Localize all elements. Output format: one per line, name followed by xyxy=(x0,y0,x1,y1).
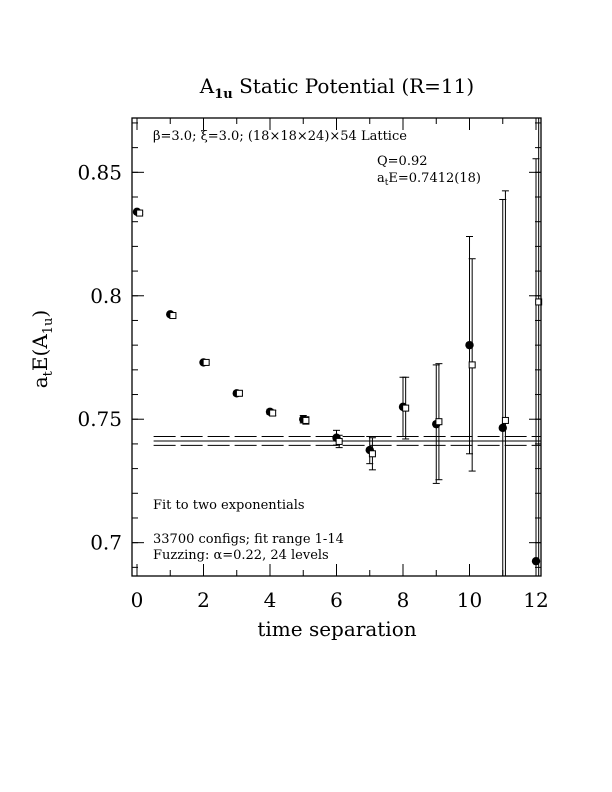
data-point-square xyxy=(535,298,543,306)
fit-lines xyxy=(153,436,541,446)
data-point-square xyxy=(468,361,476,369)
annotations: β=3.0; ξ=3.0; (18×18×24)×54 Lattice Q=0.… xyxy=(153,129,481,563)
data-point-circle xyxy=(465,340,474,350)
lattice-annotation: β=3.0; ξ=3.0; (18×18×24)×54 Lattice xyxy=(153,129,407,144)
axis-ticks: 0 2 4 6 8 10 12 0.7 0.75 0.8 0.85 xyxy=(77,118,549,612)
chart-title-main: A xyxy=(199,74,215,98)
data-point-square xyxy=(368,450,376,458)
data-points xyxy=(132,118,543,576)
x-tick-label: 2 xyxy=(197,588,210,612)
plot-frame xyxy=(131,117,542,577)
y-tick-label: 0.8 xyxy=(90,284,122,308)
data-point-square xyxy=(136,209,144,217)
x-tick-label: 6 xyxy=(330,588,343,612)
data-point-square xyxy=(501,416,509,424)
y-axis-label-close: ) xyxy=(28,310,52,318)
data-point-square xyxy=(269,409,277,417)
data-point-square xyxy=(202,358,210,366)
data-point-circle xyxy=(498,423,507,433)
fuzzing-annotation: Fuzzing: α=0.22, 24 levels xyxy=(153,548,329,563)
y-axis-label-a: a xyxy=(28,376,52,388)
data-point-square xyxy=(302,416,310,424)
y-tick-label: 0.75 xyxy=(77,407,122,431)
data-point-square xyxy=(435,418,443,426)
data-point-square xyxy=(235,389,243,397)
x-axis-label: time separation xyxy=(257,617,416,641)
y-axis-label-sub-t: t xyxy=(41,370,56,376)
x-tick-label: 8 xyxy=(397,588,410,612)
configs-annotation: 33700 configs; fit range 1-14 xyxy=(153,532,344,547)
x-tick-label: 10 xyxy=(457,588,482,612)
x-tick-label: 0 xyxy=(131,588,144,612)
x-tick-label: 4 xyxy=(264,588,277,612)
chart-title-subscript: 1u xyxy=(214,87,233,102)
y-axis-label-mid: E(A xyxy=(28,334,52,371)
y-tick-label: 0.7 xyxy=(90,531,122,555)
y-axis-label-sub-1u: 1u xyxy=(41,318,56,335)
energy-annotation-a: a xyxy=(377,171,385,186)
energy-annotation-value: E=0.7412(18) xyxy=(388,171,481,186)
q-annotation: Q=0.92 xyxy=(377,154,428,169)
x-tick-label: 12 xyxy=(523,588,548,612)
energy-annotation-sub: t xyxy=(385,178,389,188)
chart-title-rest: Static Potential (R=11) xyxy=(233,74,474,98)
chart-title: A1u Static Potential (R=11) xyxy=(199,74,474,102)
data-point-square xyxy=(335,437,343,445)
data-point-square xyxy=(402,404,410,412)
data-point-square xyxy=(169,312,177,320)
data-point-circle xyxy=(531,556,541,566)
fit-annotation: Fit to two exponentials xyxy=(153,498,305,513)
energy-annotation: atE=0.7412(18) xyxy=(377,171,481,188)
y-tick-label: 0.85 xyxy=(77,160,122,184)
y-axis-label: atE(A1u) xyxy=(28,310,56,389)
